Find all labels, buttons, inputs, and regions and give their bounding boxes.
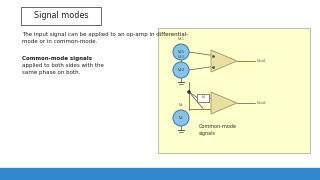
- Bar: [197, 93, 209, 102]
- Bar: [0, 168, 320, 180]
- Circle shape: [187, 90, 191, 94]
- FancyBboxPatch shape: [21, 7, 101, 25]
- Polygon shape: [211, 92, 237, 114]
- Text: $I_d$: $I_d$: [201, 94, 205, 101]
- Text: applied to both sides with the: applied to both sides with the: [22, 63, 104, 68]
- Circle shape: [173, 62, 189, 78]
- Circle shape: [173, 44, 189, 60]
- Bar: [158, 28, 310, 153]
- Polygon shape: [211, 50, 237, 72]
- Text: $V_{c2}$: $V_{c2}$: [177, 53, 185, 61]
- Text: $V_{c1}$: $V_{c1}$: [177, 48, 185, 56]
- Circle shape: [173, 110, 189, 126]
- Text: $V_{out2}$: $V_{out2}$: [256, 99, 267, 107]
- Text: same phase on both.: same phase on both.: [22, 70, 80, 75]
- Text: $V_{out1}$: $V_{out1}$: [256, 57, 267, 65]
- Text: Common-mode
signals: Common-mode signals: [199, 124, 237, 136]
- Text: Common-mode signals: Common-mode signals: [22, 56, 92, 61]
- Text: $V_{c1}$: $V_{c1}$: [177, 35, 185, 43]
- Text: $V_c$: $V_c$: [178, 114, 184, 122]
- Text: $V_c$: $V_c$: [178, 101, 184, 109]
- Text: The input signal can be applied to an op-amp in differential-
mode or in common-: The input signal can be applied to an op…: [22, 32, 188, 44]
- Text: $V_{c2}$: $V_{c2}$: [177, 66, 185, 74]
- Text: Signal modes: Signal modes: [34, 12, 88, 21]
